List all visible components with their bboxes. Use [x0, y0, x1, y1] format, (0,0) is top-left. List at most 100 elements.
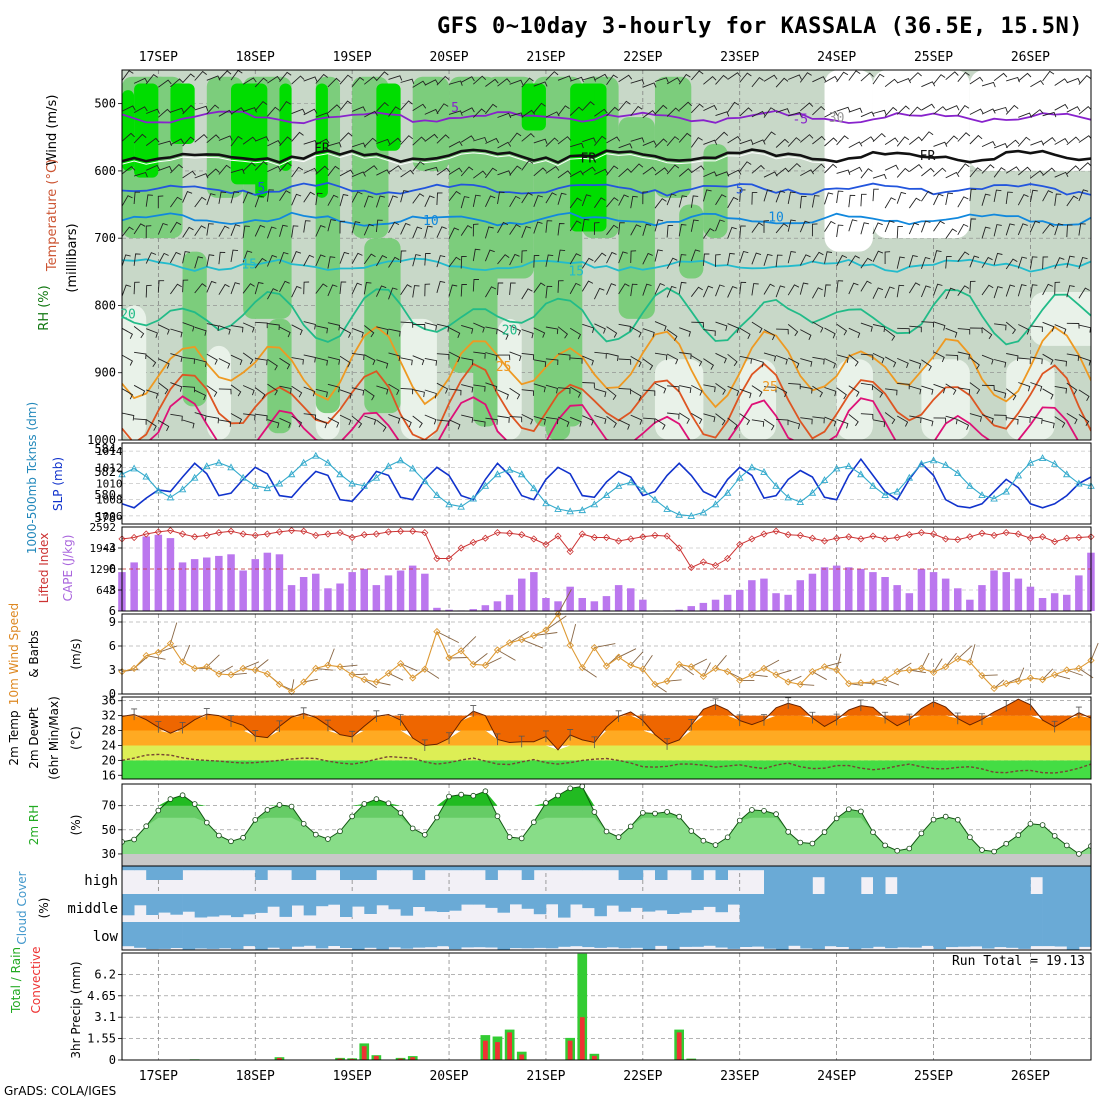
- wind-barb: [351, 171, 366, 178]
- cloud-cell-high: [739, 866, 753, 871]
- wind-barb: [606, 326, 618, 338]
- wind-barb: [230, 135, 243, 147]
- cloud-cell-middle: [1054, 894, 1068, 922]
- cloud-cell-middle: [739, 894, 753, 922]
- rh-floor: [122, 853, 1091, 866]
- wind-barb: [1090, 384, 1091, 385]
- wind-barb: [1090, 113, 1091, 115]
- wind-speed-point: [396, 659, 405, 668]
- temp-band: [122, 760, 1091, 779]
- cape-bar: [881, 577, 889, 611]
- wind-barb: [484, 226, 494, 239]
- rh-point: [761, 807, 767, 814]
- wind-barb: [521, 132, 535, 142]
- wind-barb: [872, 132, 886, 143]
- wind-barb: [727, 226, 737, 239]
- wind-barb: [448, 80, 463, 86]
- temp-minmax-bar: [131, 708, 138, 721]
- wind-barb: [218, 251, 226, 265]
- wind-barb: [594, 252, 607, 263]
- wind-barb: [751, 76, 764, 88]
- wind-barb: [218, 70, 232, 80]
- cape-bar: [832, 565, 841, 611]
- wind-barb: [969, 108, 984, 115]
- wind-barb: [1054, 359, 1067, 367]
- rh-point: [397, 810, 404, 816]
- rh-point: [809, 840, 816, 847]
- wind-barb: [678, 101, 693, 111]
- cloud-cell-low: [727, 922, 741, 949]
- wind-barb: [533, 167, 547, 177]
- wind-barb: [618, 74, 633, 83]
- cloud-cell-low: [315, 922, 329, 949]
- rh-point: [276, 802, 283, 808]
- wind-barb: [158, 419, 170, 432]
- li-point: [300, 527, 308, 535]
- x-date-label-bottom: 18SEP: [236, 1069, 275, 1084]
- wind-barb-10m: [642, 654, 653, 670]
- cloud-cell-high: [1042, 866, 1056, 894]
- y-tick-label: 582: [94, 465, 116, 479]
- cloud-cell-low: [449, 922, 462, 950]
- wind-barb: [400, 321, 414, 328]
- rh-moist-column: [364, 238, 401, 414]
- wind-barb: [1090, 205, 1091, 207]
- cloud-cell-high: [255, 866, 268, 880]
- wind-barb: [981, 81, 996, 88]
- cloud-cell-middle: [836, 894, 850, 922]
- wind-barb: [896, 136, 910, 147]
- wind-barb: [751, 385, 763, 397]
- thickness-point: [360, 481, 369, 489]
- y-tick-label: 700: [94, 231, 116, 245]
- wind-barb: [472, 279, 479, 292]
- precip-convective-bar: [277, 1057, 282, 1060]
- wind-barb: [739, 388, 752, 399]
- wind-barb: [279, 224, 288, 237]
- wind-barb: [509, 351, 522, 362]
- precip-convective-bar: [567, 1040, 573, 1060]
- thickness-point: [626, 478, 635, 486]
- wind-barb: [618, 283, 630, 295]
- cloud-cell-high: [158, 866, 171, 880]
- cloud-cell-high: [848, 866, 862, 894]
- cape-bar: [372, 585, 381, 611]
- cloud-cell-middle: [667, 894, 680, 914]
- thickness-point: [130, 464, 138, 472]
- rh-saturated-column: [134, 83, 159, 178]
- cloud-cell-high: [206, 866, 220, 871]
- wind-barb: [872, 419, 886, 428]
- cloud-cell-middle: [134, 894, 147, 906]
- wind-barb: [218, 325, 231, 335]
- wind-barb: [666, 77, 681, 85]
- li-point: [566, 547, 574, 556]
- wind-barb: [448, 388, 462, 396]
- wind-barb: [933, 250, 942, 263]
- wind-barb: [254, 195, 265, 208]
- y-tick-label: 584: [94, 442, 116, 456]
- wind-speed-point: [966, 658, 974, 666]
- cloud-cell-middle: [122, 894, 135, 916]
- wind-barb: [157, 280, 165, 293]
- rh-point: [749, 807, 755, 813]
- rh-point: [906, 845, 913, 852]
- cloud-cell-low: [788, 922, 801, 946]
- cloud-cell-low: [376, 922, 389, 950]
- wind-speed-point: [287, 687, 296, 696]
- li-point: [433, 554, 441, 563]
- rh-dry-patch: [1030, 292, 1091, 346]
- cloud-cell-low: [594, 922, 607, 948]
- wind-barb: [1090, 353, 1091, 354]
- wind-barb: [969, 327, 983, 334]
- wind-barb: [630, 224, 642, 236]
- wind-barb: [630, 105, 643, 117]
- rh-dry-patch: [206, 345, 232, 440]
- wind-barb: [339, 389, 352, 399]
- y-tick-label: 6: [109, 639, 116, 653]
- wind-barb: [836, 323, 848, 336]
- wind-barb: [339, 74, 353, 85]
- wind-speed-point: [602, 662, 611, 670]
- cloud-cell-low: [1078, 922, 1092, 947]
- rh-point: [627, 823, 634, 830]
- cloud-cell-low: [327, 922, 341, 946]
- wind-barb: [255, 321, 268, 329]
